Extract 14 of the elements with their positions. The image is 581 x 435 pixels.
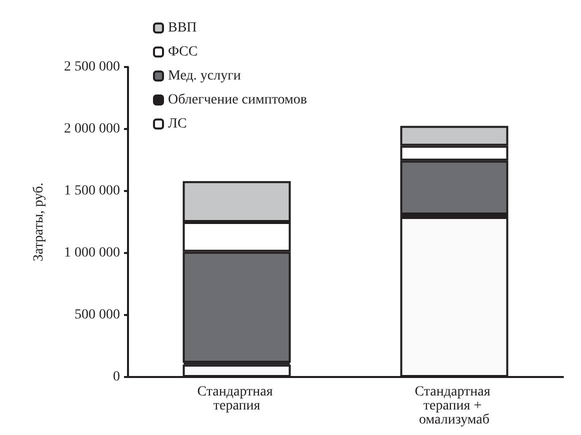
legend-label: ЛС: [168, 116, 187, 132]
legend-label: Мед. услуги: [168, 68, 242, 84]
x-tick-label: Стандартная терапия: [197, 384, 276, 414]
y-tick-label: 500 000: [74, 308, 120, 322]
y-tick-label: 2 000 000: [64, 122, 120, 136]
legend-label: Облегчение симптомов: [168, 92, 308, 108]
legend-label: ФСС: [168, 44, 198, 60]
y-tick-label: 1 500 000: [64, 184, 120, 198]
y-tick-label: 0: [113, 370, 120, 384]
y-tick-label: 2 500 000: [64, 60, 120, 74]
x-tick-label: Стандартная терапия + омализумаб: [414, 384, 494, 428]
y-tick-label: 1 000 000: [64, 246, 120, 260]
legend-label: ВВП: [168, 20, 197, 36]
y-axis-title: Затраты, руб.: [32, 182, 46, 262]
